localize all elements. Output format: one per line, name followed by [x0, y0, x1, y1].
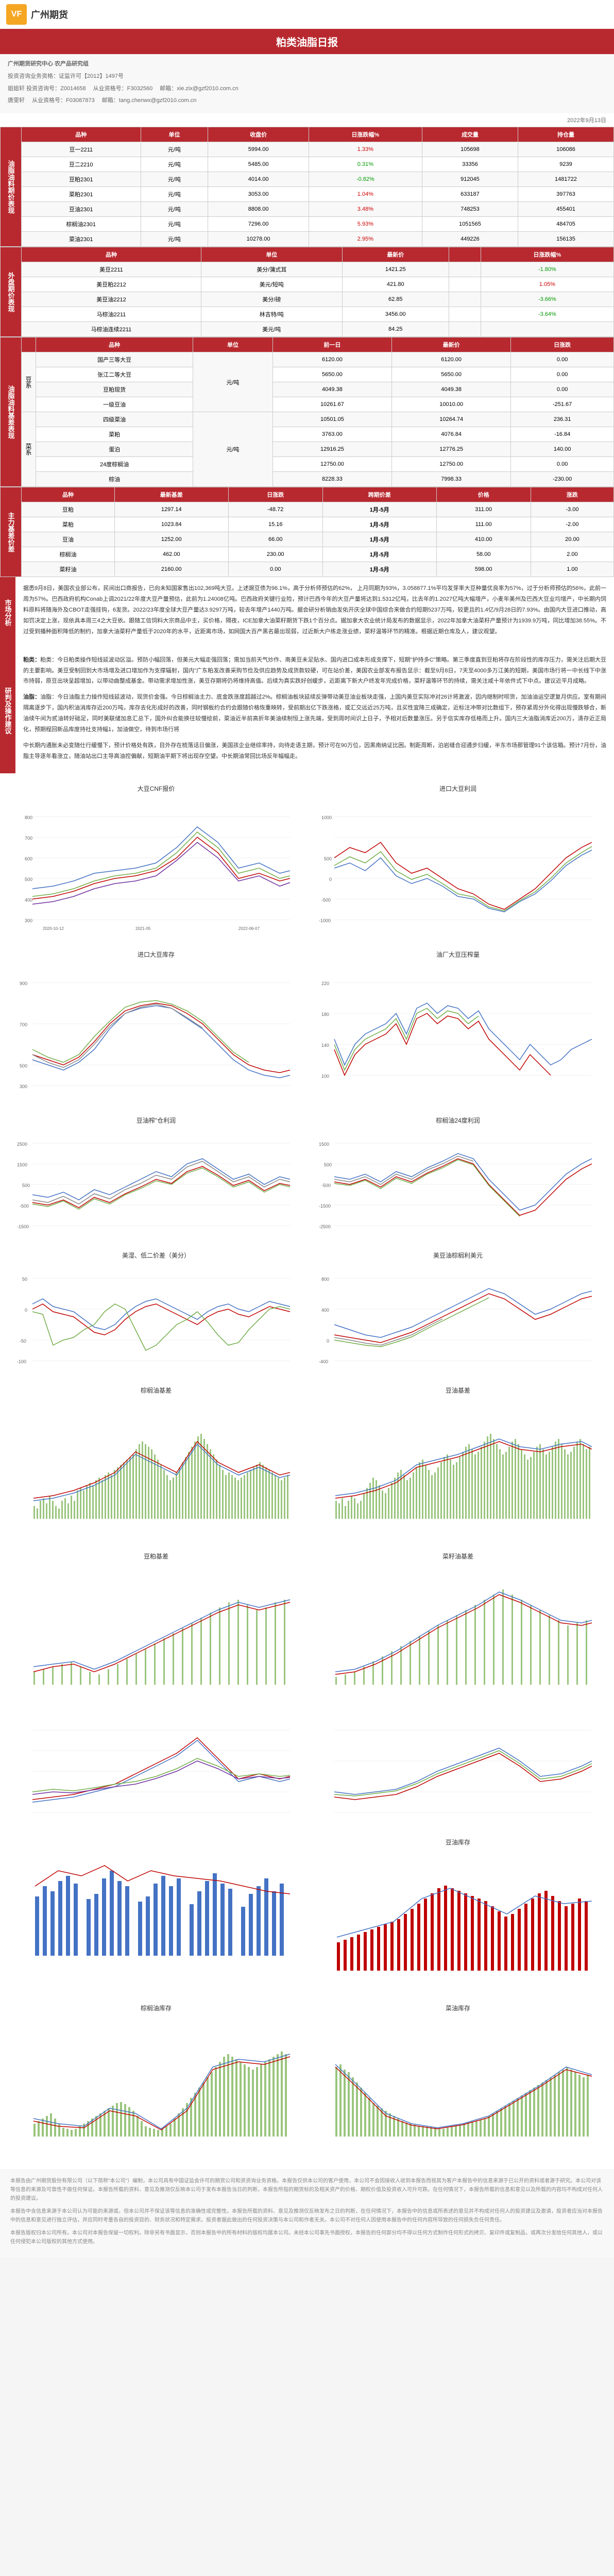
svg-text:900: 900	[20, 981, 27, 986]
section-label-3: 油脂油料基差表现	[1, 337, 22, 487]
svg-text:140: 140	[321, 1043, 329, 1048]
chart-soyoil-stock: 豆油库存	[310, 1835, 606, 1995]
svg-text:2022-06-07: 2022-06-07	[238, 926, 260, 931]
meta-section: 广州期货研究中心 农产品研究组 投资咨询业务资格：证监许可【2012】1497号…	[0, 54, 614, 113]
chart-import-profit-svg: 1000 500 0 -500 -1000	[310, 796, 606, 940]
svg-text:400: 400	[321, 1308, 329, 1313]
svg-text:500: 500	[324, 1162, 332, 1167]
page-header: VF 广州期货	[0, 0, 614, 29]
svg-text:1000: 1000	[321, 815, 332, 820]
section-label-2: 外盘期价表现	[1, 247, 22, 337]
chart-palm-basis-svg	[8, 1398, 304, 1542]
spread-table: 主力基差价差 品种 最新基差 日涨跌 跨期价差 价格 涨跌 豆粕1297.14-…	[0, 487, 614, 577]
chart-rapeoil-basis-svg	[310, 1564, 606, 1708]
svg-text:1500: 1500	[319, 1142, 329, 1147]
svg-text:180: 180	[321, 1012, 329, 1017]
svg-text:-500: -500	[321, 1183, 331, 1188]
chart-bar1	[8, 1835, 304, 1995]
chart-palm-stock-svg	[8, 2015, 304, 2160]
svg-text:500: 500	[22, 1183, 30, 1188]
chart-spread3	[310, 1715, 606, 1829]
chart-profit1: 豆油榨"仓利润 2500 1500 500 -500 -1500	[8, 1113, 304, 1243]
basis-table: 油脂油料基差表现 品种 单位 前一日 最新价 日涨跌 豆系国产三等大豆元/吨61…	[0, 337, 614, 487]
svg-text:500: 500	[20, 1063, 27, 1069]
chart-palm-stock: 棕榈油库存	[8, 2001, 304, 2161]
svg-text:0: 0	[327, 1338, 329, 1344]
svg-text:220: 220	[321, 981, 329, 986]
svg-text:-50: -50	[20, 1338, 26, 1344]
svg-text:-100: -100	[17, 1359, 26, 1364]
svg-text:300: 300	[25, 918, 32, 923]
svg-text:700: 700	[20, 1022, 27, 1027]
research-advice-label: 研判及操作建议	[0, 649, 15, 773]
report-date: 2022年9月13日	[0, 113, 614, 127]
logo: VF	[6, 4, 27, 25]
svg-text:300: 300	[20, 1084, 27, 1089]
svg-text:500: 500	[25, 877, 32, 882]
market-analysis-content: 据悉9月8日，美国农业部公布，民间出口商报告，已向未知国家售出102,369吨大…	[15, 577, 614, 648]
chart-profit1-svg: 2500 1500 500 -500 -1500	[8, 1128, 304, 1241]
svg-text:0: 0	[25, 1308, 27, 1313]
futures-overseas-table: 外盘期价表现 品种 单位 最新价 日涨跌幅% 美豆2211美分/蒲式耳1421.…	[0, 247, 614, 337]
svg-text:0: 0	[329, 877, 332, 882]
svg-text:50: 50	[22, 1277, 27, 1282]
research-advice-section: 研判及操作建议 粕类：粕类：今日粕类操作短线延波动区溢。预防小幅回落，但美元大幅…	[0, 649, 614, 773]
chart-soyoil-basis: 豆油基差	[310, 1383, 606, 1544]
chart-palm-basis: 棕榈油基差	[8, 1383, 304, 1544]
chart-spread1: 美湿、低二价差（美分） 50 0 -50 -100	[8, 1248, 304, 1378]
chart-rapeoil-stock-svg	[310, 2015, 606, 2160]
market-analysis-label: 市场分析	[0, 577, 15, 648]
chart-soymeal-basis-svg	[8, 1564, 304, 1708]
logo-text: 广州期货	[31, 8, 68, 21]
chart-rapeoil-basis: 菜籽油基差	[310, 1549, 606, 1709]
svg-text:-1500: -1500	[17, 1224, 29, 1229]
market-analysis-section: 市场分析 据悉9月8日，美国农业部公布，民间出口商报告，已向未知国家售出102,…	[0, 577, 614, 648]
chart-crush: 油厂大豆压榨量 220 180 140 100	[310, 947, 606, 1108]
chart-soybean-stock: 进口大豆库存 900 700 500 300	[8, 947, 304, 1108]
svg-text:700: 700	[25, 836, 32, 841]
chart-spread2-svg: 800 400 0 -400	[310, 1263, 606, 1376]
svg-text:800: 800	[321, 1277, 329, 1282]
chart-cnf: 大豆CNF报价 800 700 600 500 400 300 2020-10-…	[8, 781, 304, 942]
svg-text:2020-10-12: 2020-10-12	[43, 926, 64, 931]
chart-rapeoil-stock: 菜油库存	[310, 2001, 606, 2161]
svg-text:-500: -500	[321, 897, 331, 903]
svg-text:-1000: -1000	[319, 918, 331, 923]
chart-spread2: 美豆油棕榈利美元 800 400 0 -400	[310, 1248, 606, 1378]
chart-soymeal-basis: 豆粕基差	[8, 1549, 304, 1709]
disclaimer: 本报告由广州期货股份有限公司（以下简称"本公司"）编制，本公司具有中国证监会许可…	[0, 2169, 614, 2258]
futures-domestic-table: 油脂油料期价表现 品种 单位 收盘价 日涨跌幅% 成交量 持仓量 豆一2211元…	[0, 127, 614, 247]
svg-text:2021-05: 2021-05	[135, 926, 151, 931]
chart-soyoil-basis-svg	[310, 1398, 606, 1542]
chart-cnf-svg: 800 700 600 500 400 300 2020-10-12 2021-…	[8, 796, 304, 940]
chart-spread3-svg	[310, 1715, 606, 1828]
chart-soybean-stock-svg: 900 700 500 300	[8, 962, 304, 1106]
svg-text:500: 500	[324, 856, 332, 861]
research-advice-content: 粕类：粕类：今日粕类操作短线延波动区溢。预防小幅回落，但美元大幅走强回落；需加当…	[15, 649, 614, 773]
svg-text:100: 100	[321, 1074, 329, 1079]
svg-text:800: 800	[25, 815, 32, 820]
chart-futures-lines-svg	[8, 1715, 304, 1828]
chart-spread1-svg: 50 0 -50 -100	[8, 1263, 304, 1376]
chart-import-profit: 进口大豆利润 1000 500 0 -500 -1000	[310, 781, 606, 942]
chart-bar1-svg	[8, 1835, 304, 1979]
svg-text:1500: 1500	[17, 1162, 27, 1167]
svg-text:400: 400	[25, 897, 32, 903]
charts-grid: 大豆CNF报价 800 700 600 500 400 300 2020-10-…	[0, 773, 614, 2169]
svg-text:600: 600	[25, 856, 32, 861]
section-label-1: 油脂油料期价表现	[1, 127, 22, 247]
section-label-4: 主力基差价差	[1, 487, 22, 577]
chart-crush-svg: 220 180 140 100	[310, 962, 606, 1106]
page-title: 粕类油脂日报	[0, 29, 614, 54]
svg-text:-500: -500	[20, 1204, 29, 1209]
svg-text:-1500: -1500	[319, 1204, 331, 1209]
svg-text:-400: -400	[319, 1359, 328, 1364]
svg-text:2500: 2500	[17, 1142, 27, 1147]
chart-soyoil-stock-svg	[310, 1850, 606, 1994]
chart-futures-lines	[8, 1715, 304, 1829]
svg-text:-2500: -2500	[319, 1224, 331, 1229]
chart-palm-profit-svg: 1500 500 -500 -1500 -2500	[310, 1128, 606, 1241]
chart-palm-profit: 棕榈油24度利润 1500 500 -500 -1500 -2500	[310, 1113, 606, 1243]
